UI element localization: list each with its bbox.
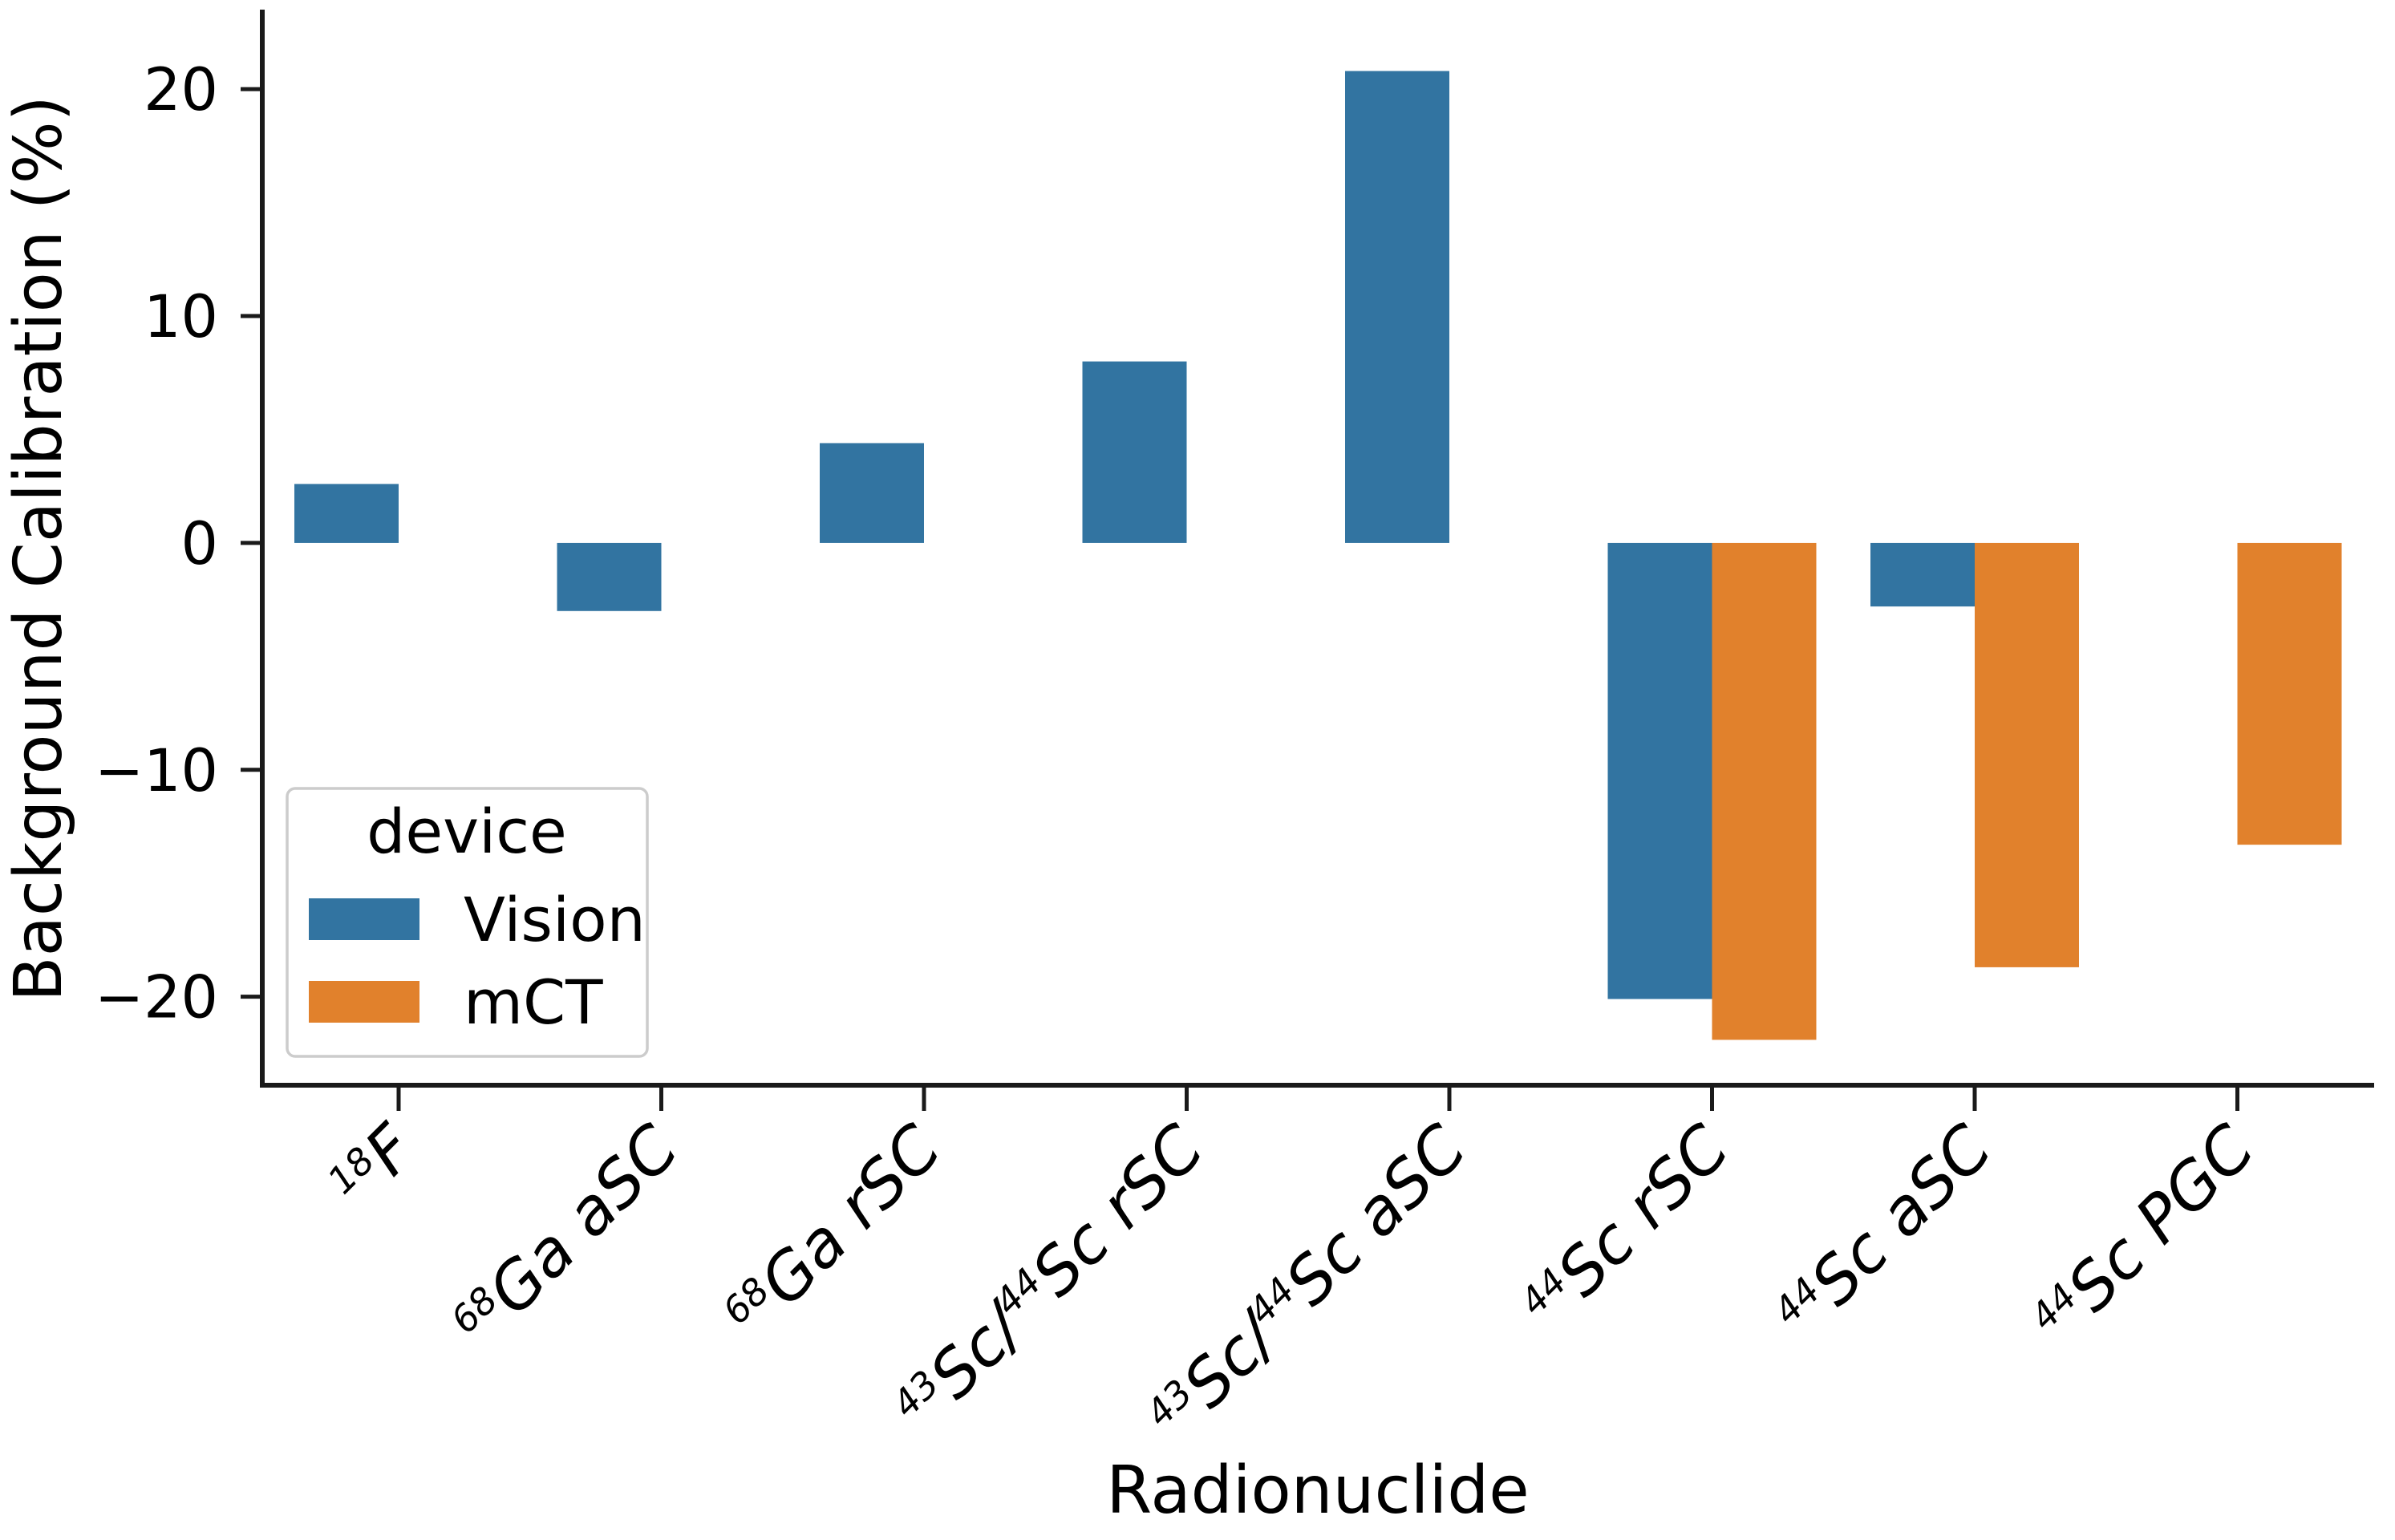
legend-swatch-Vision [309,898,419,940]
legend: device Vision mCT [286,787,649,1058]
y-ticks: 20 10 0 −10 −20 [95,56,262,1032]
y-tick-label-10: 10 [144,283,218,351]
legend-title: device [367,796,567,867]
bar-Vision-0 [294,484,399,543]
bar-Vision-6 [1870,542,1975,607]
y-tick-label--20: −20 [95,964,218,1032]
x-axis-title: Radionuclide [1106,1453,1530,1529]
bar-Vision-4 [1345,71,1449,543]
bar-Vision-1 [557,542,662,611]
y-tick-label--10: −10 [95,737,218,805]
legend-label-mCT: mCT [464,967,603,1038]
y-tick-label-20: 20 [144,56,218,124]
bar-mCT-5 [1712,542,1817,1040]
legend-swatch-mCT [309,981,419,1023]
bar-Vision-5 [1607,542,1712,999]
bar-Vision-3 [1082,361,1187,543]
bar-mCT-6 [1975,542,2079,967]
y-tick-label-0: 0 [181,510,218,578]
bar-Vision-2 [820,443,924,543]
y-axis-title: Background Calibration (%) [1,95,77,1001]
bars-layer [294,71,2342,1040]
legend-entries: Vision mCT [309,884,646,1038]
legend-label-Vision: Vision [464,884,646,955]
bar-mCT-7 [2237,542,2342,845]
